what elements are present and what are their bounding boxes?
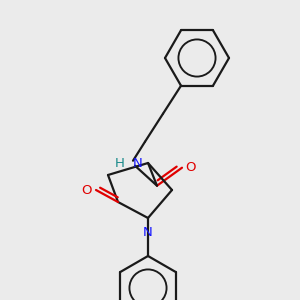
Text: N: N (143, 226, 153, 239)
Text: N: N (133, 157, 143, 170)
Text: O: O (185, 161, 195, 174)
Text: O: O (82, 184, 92, 196)
Text: H: H (115, 157, 125, 170)
